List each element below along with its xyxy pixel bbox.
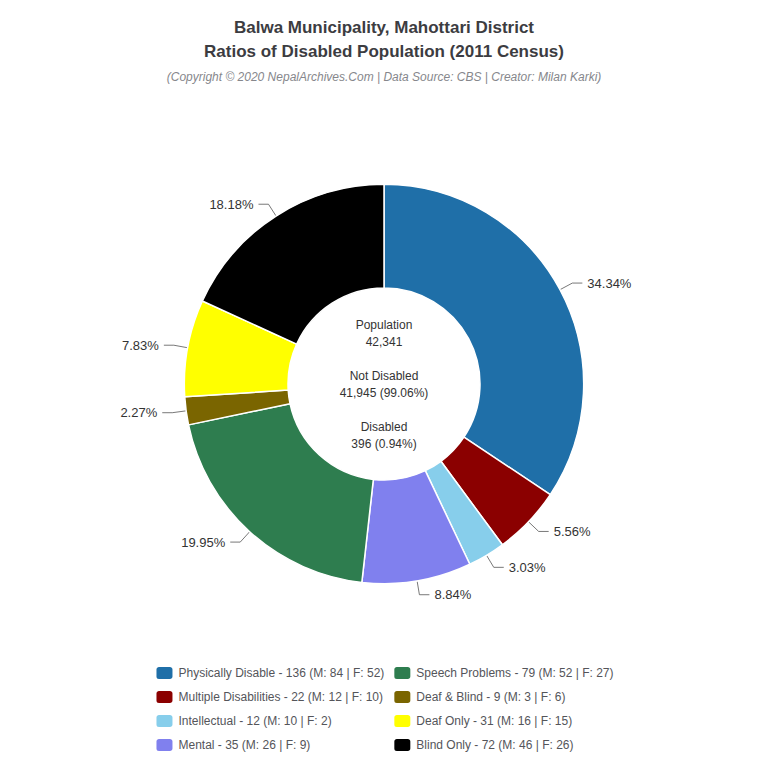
svg-text:Balwa Municipality, Mahottari: Balwa Municipality, Mahottari District	[234, 18, 534, 37]
svg-text:41,945 (99.06%): 41,945 (99.06%)	[340, 386, 429, 400]
svg-text:Mental - 35 (M: 26 | F: 9): Mental - 35 (M: 26 | F: 9)	[178, 738, 310, 752]
svg-text:(Copyright © 2020 NepalArchive: (Copyright © 2020 NepalArchives.Com | Da…	[167, 70, 602, 84]
svg-text:2.27%: 2.27%	[120, 405, 157, 420]
svg-text:Not Disabled: Not Disabled	[350, 369, 419, 383]
svg-text:Speech Problems - 79 (M: 52 |: Speech Problems - 79 (M: 52 | F: 27)	[416, 666, 613, 680]
svg-text:Blind Only - 72 (M: 46 | F: 26: Blind Only - 72 (M: 46 | F: 26)	[416, 738, 573, 752]
svg-text:Multiple Disabilities - 22 (M:: Multiple Disabilities - 22 (M: 12 | F: 1…	[178, 690, 383, 704]
svg-text:Disabled: Disabled	[361, 420, 408, 434]
svg-text:3.03%: 3.03%	[509, 560, 546, 575]
svg-text:8.84%: 8.84%	[434, 587, 471, 602]
svg-text:Population: Population	[356, 318, 413, 332]
svg-text:42,341: 42,341	[366, 335, 403, 349]
svg-text:19.95%: 19.95%	[181, 535, 226, 550]
svg-text:Intellectual - 12 (M: 10 | F:: Intellectual - 12 (M: 10 | F: 2)	[178, 714, 331, 728]
svg-text:396 (0.94%): 396 (0.94%)	[351, 437, 416, 451]
svg-text:Physically Disable - 136 (M: 8: Physically Disable - 136 (M: 84 | F: 52)	[178, 666, 384, 680]
svg-text:Deaf Only - 31 (M: 16 | F: 15): Deaf Only - 31 (M: 16 | F: 15)	[416, 714, 572, 728]
svg-text:5.56%: 5.56%	[554, 524, 591, 539]
svg-text:18.18%: 18.18%	[209, 197, 254, 212]
svg-text:7.83%: 7.83%	[122, 338, 159, 353]
svg-text:Ratios of Disabled Population: Ratios of Disabled Population (2011 Cens…	[204, 42, 564, 61]
svg-text:34.34%: 34.34%	[587, 276, 632, 291]
svg-text:Deaf & Blind - 9 (M: 3 | F: 6): Deaf & Blind - 9 (M: 3 | F: 6)	[416, 690, 565, 704]
